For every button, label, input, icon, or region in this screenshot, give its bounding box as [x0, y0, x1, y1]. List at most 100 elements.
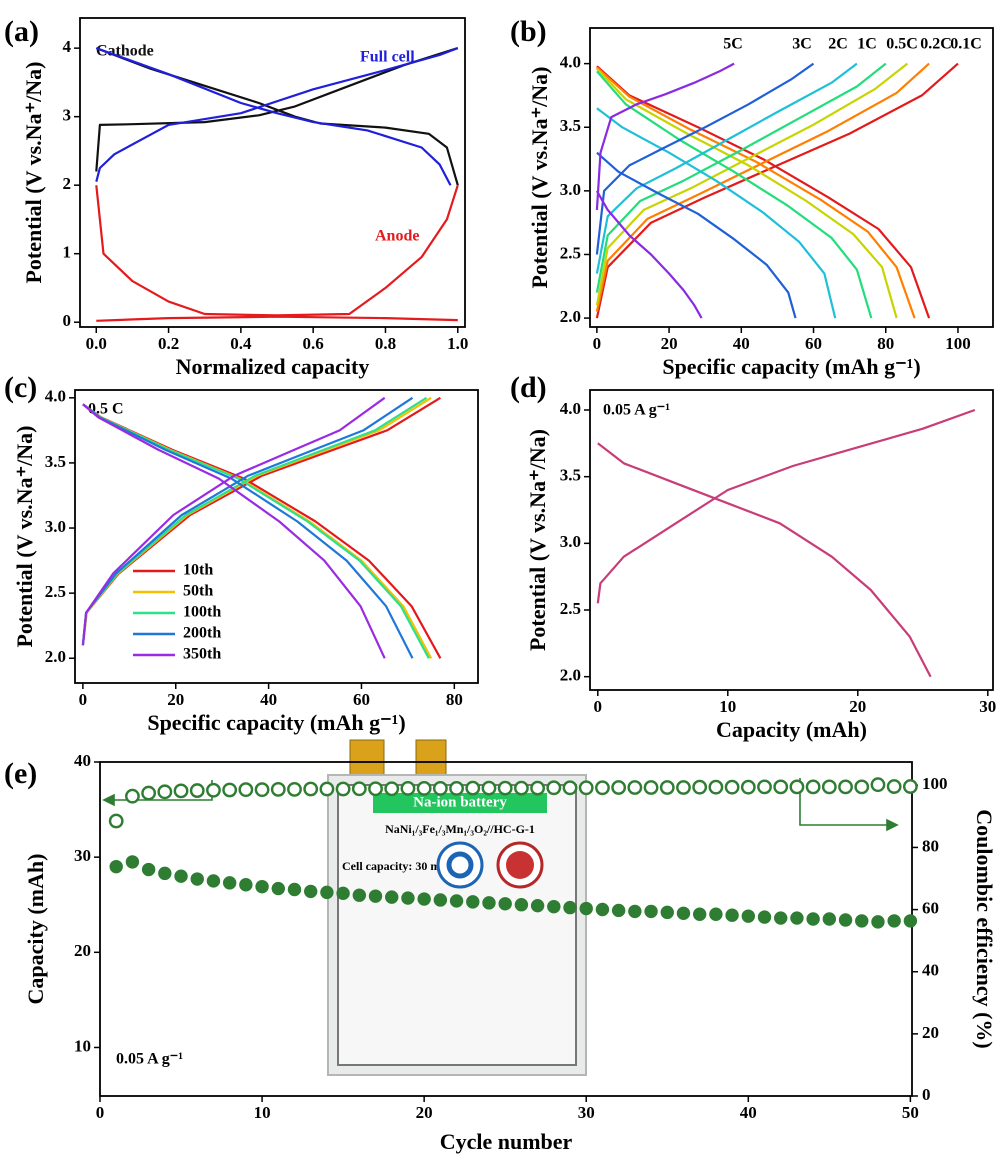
- x-tick-label: 10: [254, 1103, 271, 1122]
- capacity-point: [757, 910, 772, 924]
- ce-point: [125, 788, 140, 804]
- x-tick-label: 30: [979, 697, 996, 716]
- y-axis-label: Potential (V vs.Na⁺/Na): [527, 66, 552, 288]
- x-tick-label: 80: [877, 334, 894, 353]
- ce-point: [757, 779, 772, 795]
- capacity-point: [401, 891, 415, 905]
- ce-point: [886, 779, 902, 794]
- logo: [446, 851, 474, 879]
- capacity-point: [320, 885, 334, 900]
- capacity-point: [158, 866, 172, 881]
- x-tick-label: 30: [578, 1103, 595, 1122]
- panel: (e) 0 10 20 30 40 50 10 20 30 40 0 20 40 60 80 100 Cycle …: [4, 751, 997, 1154]
- plot-frame: [79, 17, 466, 328]
- ce-point: [254, 782, 270, 798]
- y-tick-label: 3.0: [45, 517, 66, 536]
- capacity-point: [887, 914, 901, 928]
- x-tick-label: 10: [719, 697, 736, 716]
- y-tick-label: 0: [63, 311, 72, 330]
- capacity-point: [595, 902, 610, 917]
- panel-label: (e): [4, 757, 37, 790]
- panel-label: (d): [510, 371, 547, 404]
- capacity-point: [514, 898, 529, 912]
- ce-point: [724, 779, 740, 795]
- panel: (d) 0 10 20 30 2.0 2.5 3.0 3.5 4.0 Capacity (mAh) P…: [510, 371, 996, 742]
- annotation: 0.5 C: [88, 401, 124, 418]
- series-label: 0.5C: [886, 36, 918, 53]
- series-label: 0.1C: [950, 36, 982, 53]
- panel-label: (b): [510, 15, 547, 48]
- capacity-point: [466, 895, 480, 909]
- battery-tab: [415, 739, 447, 781]
- ce-point: [270, 781, 286, 797]
- ce-point: [481, 780, 497, 796]
- ce-point: [595, 780, 610, 796]
- ce-point: [773, 779, 789, 795]
- y-axis-label: Potential (V vs.Na⁺/Na): [525, 429, 550, 651]
- ce-point: [108, 813, 124, 829]
- annotation: 0.05 A g⁻¹: [603, 402, 670, 419]
- ce-point: [157, 784, 173, 800]
- capacity-point: [563, 900, 577, 915]
- ce-point: [870, 777, 886, 793]
- panel: (c) 0 20 40 60 80 2.0 2.5 3.0 3.5 4.0 Specific capa…: [4, 371, 479, 735]
- capacity-point: [676, 906, 691, 920]
- curve: [95, 47, 459, 186]
- capacity-point: [482, 896, 496, 910]
- x-tick-label: 20: [416, 1103, 433, 1122]
- x-tick-label: 20: [849, 697, 866, 716]
- x-axis-label: Cycle number: [440, 1129, 573, 1154]
- x-tick-label: 40: [740, 1103, 757, 1122]
- inset-formula: NaNi₁/₃Fe₁/₃Mn₁/₃O₂//HC-G-1: [385, 822, 535, 836]
- label-banner: [373, 793, 547, 813]
- capacity-point: [433, 893, 448, 907]
- ce-point: [238, 782, 254, 798]
- plot-frame: [589, 389, 994, 691]
- x-tick-label: 0: [593, 334, 602, 353]
- ce-point: [335, 781, 351, 797]
- x-tick-label: 40: [260, 690, 277, 709]
- ce-point: [368, 781, 383, 797]
- ce-point: [740, 779, 756, 795]
- capacity-point: [611, 903, 626, 918]
- annotation: 0.05 A g⁻¹: [116, 1051, 183, 1068]
- x-tick-label: 0.6: [303, 334, 324, 353]
- x-tick-label: 20: [167, 690, 184, 709]
- x-tick-label: 0.2: [158, 334, 179, 353]
- x-tick-label: 0: [79, 690, 88, 709]
- x-axis-label: Specific capacity (mAh g⁻¹): [147, 710, 405, 735]
- ce-point: [708, 779, 724, 795]
- y-tick-label: 1: [63, 243, 72, 262]
- x-tick-label: 40: [733, 334, 750, 353]
- capacity-point: [709, 907, 723, 921]
- capacity-point: [644, 904, 658, 919]
- curve: [596, 408, 976, 678]
- ce-point: [546, 780, 562, 796]
- capacity-point: [692, 907, 707, 921]
- ce-point: [821, 779, 837, 795]
- capacity-point: [855, 914, 869, 928]
- capacity-point: [239, 878, 253, 892]
- capacity-point: [449, 894, 464, 908]
- y-tick-label: 3: [63, 106, 72, 125]
- ce-point: [854, 779, 870, 795]
- ce-point: [173, 783, 189, 799]
- capacity-point: [287, 882, 302, 897]
- y-tick-label: 10: [74, 1036, 91, 1055]
- y-tick-label: 2.0: [560, 307, 581, 326]
- y-tick-label: 4: [63, 37, 72, 56]
- ce-point: [902, 779, 918, 794]
- capacity-point: [774, 911, 788, 925]
- x-axis-label: Normalized capacity: [176, 354, 370, 379]
- y-tick-label: 40: [74, 751, 91, 770]
- ce-point: [497, 780, 513, 796]
- ce-point: [659, 780, 675, 795]
- capacity-point: [255, 879, 269, 894]
- arrowhead: [102, 793, 115, 807]
- ce-point: [692, 779, 708, 795]
- legend-label: 100th: [183, 604, 221, 621]
- capacity-point: [806, 912, 820, 926]
- inset-capacity: Cell capacity: 30 mAh: [342, 859, 456, 873]
- curve: [81, 396, 386, 659]
- panel-label: (a): [4, 15, 39, 48]
